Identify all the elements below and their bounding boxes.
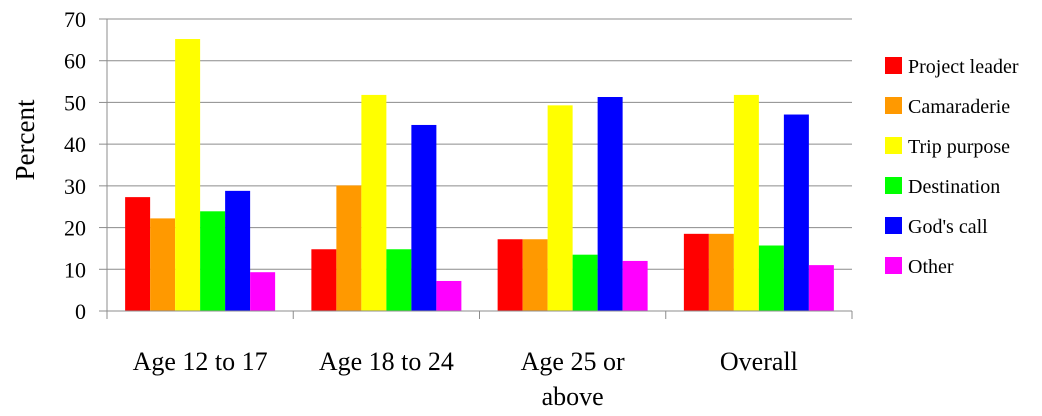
bar-destination-0 (200, 211, 226, 311)
legend-swatch (885, 217, 902, 234)
bar-trip-purpose-0 (175, 39, 201, 311)
bars (125, 39, 834, 312)
legend-swatch (885, 97, 902, 114)
x-category-label: Age 18 to 24 (319, 347, 454, 376)
bar-project-leader-0 (125, 197, 151, 311)
x-category-label: Overall (720, 347, 798, 376)
y-axis-label: Percent (10, 99, 40, 180)
legend-label: Other (908, 256, 954, 278)
axes (106, 19, 853, 319)
bar-other-0 (250, 272, 276, 311)
legend-label: Project leader (908, 56, 1019, 78)
y-tick-label: 0 (75, 299, 86, 324)
bar-destination-1 (386, 249, 412, 311)
bar-god-s-call-0 (225, 190, 251, 311)
bar-god-s-call-3 (783, 114, 809, 311)
bar-project-leader-1 (311, 249, 337, 311)
x-category-label: Age 25 or above (521, 347, 625, 411)
y-tick-label: 50 (64, 90, 86, 115)
bar-project-leader-2 (497, 239, 523, 311)
bar-god-s-call-2 (597, 97, 623, 312)
bar-camaraderie-2 (522, 239, 548, 311)
x-category-labels: Age 12 to 17 Age 18 to 24 Age 25 or above Ov… (133, 347, 798, 411)
bar-god-s-call-1 (411, 124, 437, 311)
bar-destination-2 (572, 254, 598, 311)
x-category-label: Age 12 to 17 (133, 347, 268, 376)
bar-other-3 (808, 265, 834, 311)
legend-label: Trip purpose (908, 136, 1010, 158)
bar-camaraderie-3 (708, 233, 734, 311)
bar-trip-purpose-3 (733, 94, 759, 311)
legend-swatch (885, 57, 902, 74)
bar-other-1 (436, 280, 462, 311)
bar-trip-purpose-2 (547, 105, 573, 311)
bar-trip-purpose-1 (361, 94, 387, 311)
y-tick-label: 40 (64, 132, 86, 157)
legend-swatch (885, 137, 902, 154)
y-tick-label: 30 (64, 174, 86, 199)
bar-project-leader-3 (683, 233, 709, 311)
y-tick-label: 20 (64, 216, 86, 241)
legend-swatch (885, 177, 902, 194)
legend-swatch (885, 257, 902, 274)
bar-camaraderie-1 (336, 185, 362, 311)
bar-camaraderie-0 (150, 218, 176, 311)
legend-label: God's call (908, 216, 988, 238)
bar-destination-3 (758, 245, 784, 311)
legend: Project leader Camaraderie Trip purpose Des… (885, 56, 1019, 278)
y-tick-label: 10 (64, 257, 86, 282)
y-tick-labels: 0 10 20 30 40 50 60 70 (64, 7, 86, 324)
bar-other-2 (622, 260, 648, 311)
legend-label: Camaraderie (908, 96, 1010, 118)
y-tick-label: 60 (64, 49, 86, 74)
y-tick-label: 70 (64, 7, 86, 32)
legend-label: Destination (908, 176, 1000, 198)
